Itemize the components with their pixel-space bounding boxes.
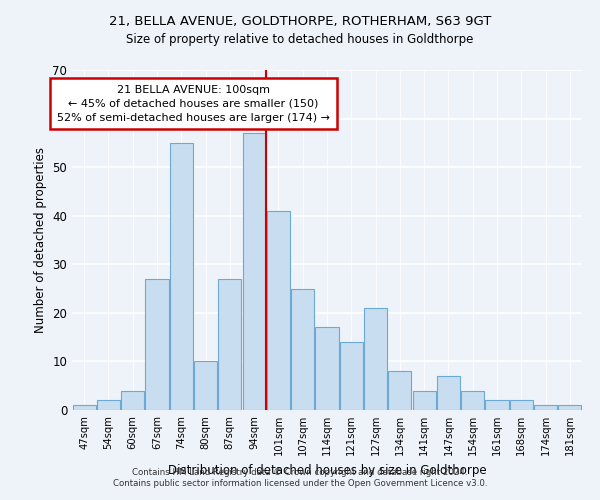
- Text: Size of property relative to detached houses in Goldthorpe: Size of property relative to detached ho…: [127, 32, 473, 46]
- Bar: [170, 143, 193, 410]
- Bar: [145, 279, 169, 410]
- Bar: [97, 400, 120, 410]
- Bar: [437, 376, 460, 410]
- Bar: [316, 328, 338, 410]
- Bar: [534, 405, 557, 410]
- Bar: [510, 400, 533, 410]
- Text: 21 BELLA AVENUE: 100sqm
← 45% of detached houses are smaller (150)
52% of semi-d: 21 BELLA AVENUE: 100sqm ← 45% of detache…: [57, 84, 330, 122]
- Bar: [413, 390, 436, 410]
- Bar: [340, 342, 363, 410]
- Bar: [73, 405, 95, 410]
- Bar: [121, 390, 144, 410]
- Bar: [364, 308, 387, 410]
- Bar: [242, 133, 266, 410]
- Bar: [291, 288, 314, 410]
- X-axis label: Distribution of detached houses by size in Goldthorpe: Distribution of detached houses by size …: [167, 464, 487, 476]
- Bar: [461, 390, 484, 410]
- Bar: [194, 362, 217, 410]
- Bar: [559, 405, 581, 410]
- Text: Contains HM Land Registry data © Crown copyright and database right 2024.
Contai: Contains HM Land Registry data © Crown c…: [113, 468, 487, 487]
- Bar: [388, 371, 412, 410]
- Y-axis label: Number of detached properties: Number of detached properties: [34, 147, 47, 333]
- Bar: [218, 279, 241, 410]
- Bar: [485, 400, 509, 410]
- Bar: [267, 211, 290, 410]
- Text: 21, BELLA AVENUE, GOLDTHORPE, ROTHERHAM, S63 9GT: 21, BELLA AVENUE, GOLDTHORPE, ROTHERHAM,…: [109, 15, 491, 28]
